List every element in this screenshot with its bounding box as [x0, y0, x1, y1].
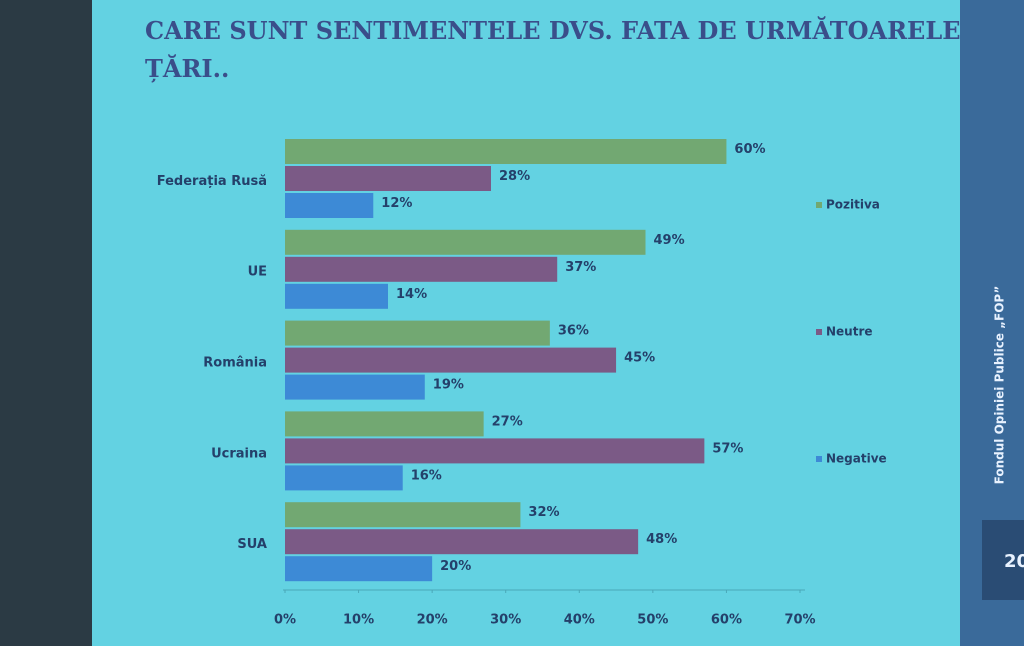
legend-label: Pozitiva [826, 198, 880, 212]
y-tick-label: Federația Rusă [157, 174, 267, 189]
value-label: 27% [492, 414, 523, 429]
value-label: 57% [712, 441, 743, 456]
bar [285, 320, 550, 346]
bar [285, 256, 558, 282]
value-label: 60% [734, 142, 765, 157]
x-tick-label: 10% [343, 613, 374, 628]
y-tick-label: Ucraina [211, 446, 267, 461]
bar [285, 411, 484, 437]
chart-title: CARE SUNT SENTIMENTELE DVS. FATA DE URMĂ… [145, 16, 961, 83]
value-label: 12% [381, 196, 412, 211]
value-label: 20% [440, 559, 471, 574]
bar [285, 529, 639, 555]
sidebar-text: Fondul Opiniei Publice „FOP” [993, 286, 1007, 485]
bar [285, 556, 433, 582]
x-tick-label: 0% [274, 613, 296, 628]
bar [285, 438, 705, 464]
y-tick-label: SUA [237, 537, 267, 552]
bar [285, 229, 646, 255]
bar [285, 502, 521, 528]
legend-swatch [816, 329, 822, 335]
x-tick-label: 20% [417, 613, 448, 628]
value-label: 37% [565, 260, 596, 275]
page-number: 20 [1004, 551, 1024, 572]
value-label: 45% [624, 351, 655, 366]
bar [285, 465, 403, 491]
bar [285, 193, 374, 218]
x-tick-label: 50% [637, 613, 668, 628]
value-label: 14% [396, 287, 427, 302]
bar [285, 283, 388, 309]
bar [285, 374, 425, 400]
value-label: 16% [411, 468, 442, 483]
bar [285, 347, 617, 373]
legend-label: Neutre [826, 325, 873, 339]
value-label: 36% [558, 324, 589, 339]
x-tick-label: 60% [711, 613, 742, 628]
x-tick-label: 40% [564, 613, 595, 628]
legend-swatch [816, 202, 822, 208]
legend-swatch [816, 456, 822, 462]
y-tick-label: România [203, 356, 267, 371]
legend-label: Negative [826, 452, 887, 466]
value-label: 19% [433, 378, 464, 393]
y-tick-label: UE [248, 265, 267, 280]
value-label: 28% [499, 169, 530, 184]
bar [285, 166, 491, 191]
value-label: 48% [646, 532, 677, 547]
x-tick-label: 70% [784, 613, 815, 628]
value-label: 32% [528, 505, 559, 520]
bar [285, 139, 727, 164]
value-label: 49% [654, 233, 685, 248]
page-box [982, 520, 1024, 600]
x-tick-label: 30% [490, 613, 521, 628]
